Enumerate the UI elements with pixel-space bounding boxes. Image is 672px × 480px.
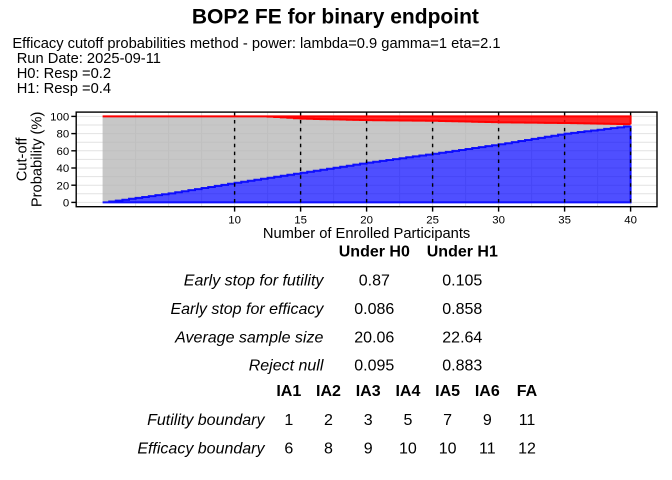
svg-text:9: 9 xyxy=(483,412,492,429)
svg-text:FA: FA xyxy=(517,383,538,400)
svg-text:2: 2 xyxy=(324,412,333,429)
svg-text:11: 11 xyxy=(479,441,496,458)
svg-text:10: 10 xyxy=(399,441,417,458)
svg-text:20.06: 20.06 xyxy=(354,330,394,347)
svg-text:80: 80 xyxy=(57,129,70,141)
svg-text:20: 20 xyxy=(57,180,70,192)
svg-text:IA2: IA2 xyxy=(316,383,341,400)
svg-text:IA5: IA5 xyxy=(435,383,460,400)
svg-text:30: 30 xyxy=(492,215,505,227)
svg-text:Cut-off: Cut-off xyxy=(15,137,31,182)
svg-text:IA1: IA1 xyxy=(276,383,301,400)
svg-text:H1: Resp =0.4: H1: Resp =0.4 xyxy=(17,81,111,97)
svg-text:Futility boundary: Futility boundary xyxy=(147,412,265,429)
svg-text:15: 15 xyxy=(294,215,307,227)
svg-text:BOP2 FE for binary endpoint: BOP2 FE for binary endpoint xyxy=(192,5,479,28)
svg-text:40: 40 xyxy=(624,215,637,227)
svg-text:3: 3 xyxy=(364,412,373,429)
svg-text:0.086: 0.086 xyxy=(354,301,394,318)
svg-text:Average sample size: Average sample size xyxy=(174,330,323,347)
svg-text:100: 100 xyxy=(50,112,69,124)
svg-text:11: 11 xyxy=(519,412,536,429)
svg-text:60: 60 xyxy=(57,146,70,158)
svg-text:Early stop for efficacy: Early stop for efficacy xyxy=(170,301,324,318)
svg-text:0.883: 0.883 xyxy=(442,357,482,374)
svg-text:Efficacy cutoff probabilities: Efficacy cutoff probabilities method - p… xyxy=(12,36,500,52)
svg-text:Under H0: Under H0 xyxy=(339,244,410,261)
svg-text:40: 40 xyxy=(57,163,70,175)
svg-text:Run Date: 2025-09-11: Run Date: 2025-09-11 xyxy=(17,51,161,67)
svg-text:0.87: 0.87 xyxy=(359,272,390,289)
svg-text:0.858: 0.858 xyxy=(442,301,482,318)
svg-text:0: 0 xyxy=(63,198,69,210)
svg-text:20: 20 xyxy=(360,215,373,227)
svg-text:0.105: 0.105 xyxy=(442,272,482,289)
svg-text:22.64: 22.64 xyxy=(442,330,482,347)
svg-text:Reject null: Reject null xyxy=(249,357,324,374)
svg-text:Efficacy boundary: Efficacy boundary xyxy=(137,441,265,458)
svg-text:6: 6 xyxy=(284,441,293,458)
svg-text:IA6: IA6 xyxy=(475,383,500,400)
svg-text:9: 9 xyxy=(364,441,373,458)
svg-text:H0: Resp =0.2: H0: Resp =0.2 xyxy=(17,66,111,82)
svg-text:35: 35 xyxy=(558,215,571,227)
svg-text:1: 1 xyxy=(284,412,293,429)
svg-text:Number of Enrolled Participant: Number of Enrolled Participants xyxy=(263,226,470,242)
svg-text:5: 5 xyxy=(403,412,412,429)
svg-text:Under H1: Under H1 xyxy=(427,244,498,261)
svg-text:IA4: IA4 xyxy=(395,383,420,400)
svg-text:IA3: IA3 xyxy=(356,383,381,400)
svg-text:25: 25 xyxy=(426,215,439,227)
svg-text:Probability (%): Probability (%) xyxy=(30,112,46,208)
svg-text:0.095: 0.095 xyxy=(354,357,394,374)
svg-text:7: 7 xyxy=(443,412,452,429)
svg-text:10: 10 xyxy=(439,441,457,458)
svg-text:10: 10 xyxy=(228,215,241,227)
svg-text:Early stop for futility: Early stop for futility xyxy=(184,272,325,289)
svg-text:12: 12 xyxy=(518,441,536,458)
svg-text:8: 8 xyxy=(324,441,333,458)
